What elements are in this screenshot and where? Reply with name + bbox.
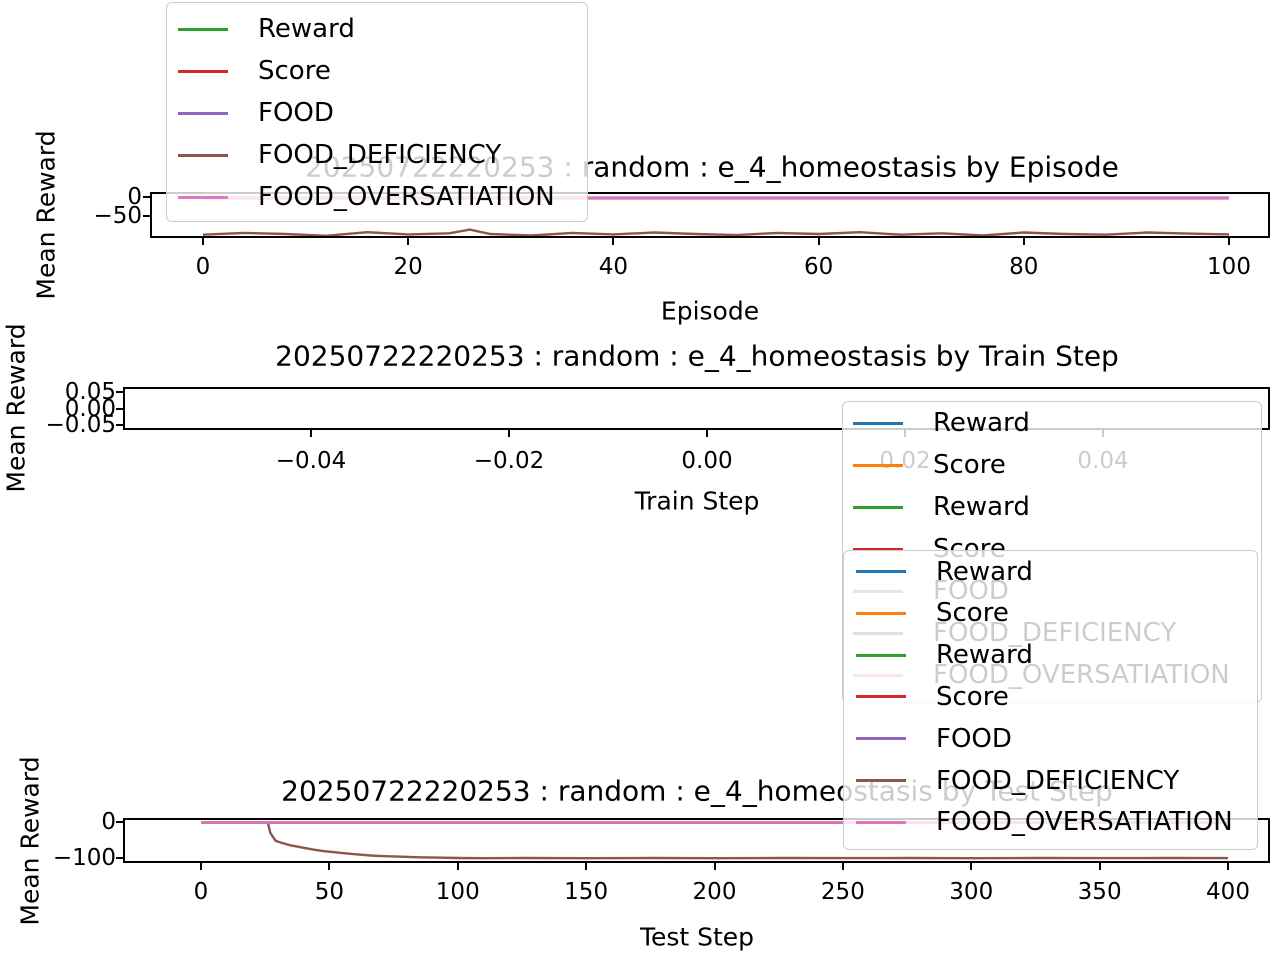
test-step-legend-label: Score <box>936 681 1009 712</box>
train-step-legend-line-sample <box>853 505 903 509</box>
train-step-y-tick-mark <box>116 424 123 426</box>
episode-x-tick-mark <box>817 238 820 245</box>
episode-legend-label: FOOD_OVERSATIATION <box>258 182 555 212</box>
episode-x-tick-mark <box>202 238 204 245</box>
test-step-x-tick-mark <box>1098 863 1101 870</box>
episode-y-tick-mark <box>143 196 150 198</box>
episode-x-tick-mark <box>1022 238 1025 245</box>
train-step-y-tick-label: 0.00 <box>64 395 116 422</box>
episode-x-tick-mark <box>612 238 615 245</box>
train-step-y-tick-label: 0.05 <box>64 379 116 405</box>
test-step-y-tick-mark <box>116 821 123 823</box>
test-step-series-food_deficiency <box>201 821 1229 860</box>
test-step-x-tick-label: 150 <box>564 879 609 905</box>
episode-x-tick-label: 100 <box>1207 254 1251 280</box>
test-step-x-tick-label: 50 <box>314 879 345 905</box>
episode-plot-area <box>150 192 1270 238</box>
train-step-legend-label: Reward <box>933 492 1030 522</box>
test-step-x-tick-label: 400 <box>1206 879 1250 905</box>
test-step-legend-line-sample <box>856 695 906 699</box>
train-step-x-tick-mark <box>310 430 312 437</box>
test-step-legend-label: FOOD <box>936 723 1012 754</box>
episode-legend-label: Score <box>258 56 331 86</box>
train-step-legend-label: Score <box>933 450 1006 480</box>
test-step-legend-line-sample <box>856 611 906 615</box>
train-step-y-tick-label: −0.05 <box>45 412 116 438</box>
episode-legend-label: FOOD <box>258 98 334 128</box>
test-step-x-tick-label: 250 <box>820 879 865 905</box>
episode-y-tick-label: 0 <box>127 184 142 210</box>
episode-legend <box>166 2 588 222</box>
episode-chart-xlabel: Episode <box>660 296 760 326</box>
episode-series-food_deficiency <box>202 228 1230 238</box>
test-step-x-tick-mark <box>585 863 588 870</box>
test-step-x-tick-mark <box>1227 863 1229 870</box>
test-step-legend-line-sample <box>856 737 906 741</box>
test-step-chart-xlabel: Test Step <box>639 922 755 952</box>
test-step-x-tick-mark <box>841 863 844 870</box>
train-step-legend-line-sample <box>853 463 903 467</box>
episode-legend-line-sample <box>178 27 228 31</box>
test-step-x-tick-label: 200 <box>692 879 737 905</box>
episode-legend-line-sample <box>178 69 228 73</box>
test-step-plot-area <box>123 818 1270 863</box>
train-step-legend-line-sample <box>853 547 903 551</box>
episode-legend-line-sample <box>178 195 228 199</box>
test-step-x-tick-mark <box>200 863 202 870</box>
episode-x-tick-label: 40 <box>598 254 629 280</box>
episode-x-tick-mark <box>1228 238 1230 245</box>
episode-legend-line-sample <box>178 111 228 115</box>
test-step-legend-label: Score <box>936 598 1009 629</box>
train-step-x-tick-label: −0.04 <box>275 448 347 474</box>
episode-x-tick-label: 20 <box>393 254 423 280</box>
test-step-x-tick-label: 0 <box>193 879 209 905</box>
test-step-y-tick-mark <box>116 857 123 859</box>
episode-legend-line-sample <box>178 153 228 157</box>
test-step-legend-line-sample <box>856 653 906 657</box>
episode-x-tick-label: 60 <box>803 254 834 280</box>
train-step-plot-area <box>123 387 1270 430</box>
train-step-legend-line-sample <box>853 421 903 425</box>
test-step-x-tick-label: 300 <box>949 879 994 905</box>
train-step-x-tick-label: −0.02 <box>473 448 545 474</box>
test-step-x-tick-mark <box>456 863 459 870</box>
test-step-y-tick-label: −100 <box>52 845 116 871</box>
test-step-x-tick-mark <box>328 863 331 870</box>
test-step-x-tick-label: 350 <box>1077 879 1122 905</box>
test-step-legend-label: Reward <box>936 640 1033 671</box>
episode-legend-label: FOOD_DEFICIENCY <box>258 140 502 170</box>
train-step-chart-xlabel: Train Step <box>634 486 760 516</box>
test-step-legend-line-sample <box>856 779 906 782</box>
train-step-x-tick-mark <box>706 430 708 437</box>
episode-x-tick-label: 0 <box>195 254 211 280</box>
episode-x-tick-mark <box>407 238 410 245</box>
test-step-x-tick-label: 100 <box>435 879 480 905</box>
episode-x-tick-label: 80 <box>1009 254 1039 280</box>
train-step-legend-label: Reward <box>933 408 1030 438</box>
test-step-y-tick-label: 0 <box>101 809 116 835</box>
episode-y-tick-label: −50 <box>93 202 142 229</box>
episode-legend-label: Reward <box>258 14 355 44</box>
test-step-x-tick-mark <box>713 863 716 870</box>
train-step-chart-title: 20250722220253 : random : e_4_homeostasi… <box>275 339 1119 373</box>
train-step-x-tick-label: 0.00 <box>681 448 733 474</box>
test-step-legend <box>843 550 1258 850</box>
test-step-legend-label: FOOD_DEFICIENCY <box>936 765 1180 796</box>
test-step-chart-ylabel: Mean Reward <box>15 756 45 926</box>
train-step-x-tick-mark <box>508 430 510 437</box>
test-step-legend-line-sample <box>856 570 906 573</box>
train-step-y-tick-mark <box>116 407 123 410</box>
test-step-legend-label: Reward <box>936 556 1033 587</box>
test-step-legend-label: FOOD_OVERSATIATION <box>936 807 1233 838</box>
episode-y-tick-mark <box>143 214 150 217</box>
test-step-x-tick-mark <box>970 863 973 870</box>
test-step-legend-line-sample <box>856 820 906 824</box>
train-step-y-tick-mark <box>116 391 123 393</box>
